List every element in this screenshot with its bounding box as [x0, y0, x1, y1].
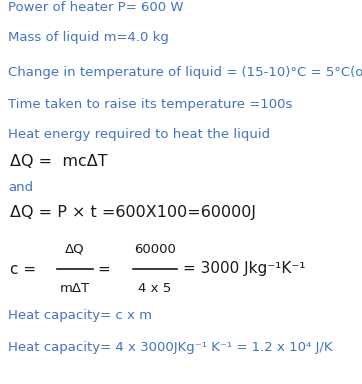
Text: ΔQ = P × t =600X100=60000J: ΔQ = P × t =600X100=60000J — [10, 205, 256, 220]
Text: Heat capacity= c x m: Heat capacity= c x m — [8, 309, 152, 322]
Text: Time taken to raise its temperature =100s: Time taken to raise its temperature =100… — [8, 98, 292, 111]
Text: Mass of liquid m=4.0 kg: Mass of liquid m=4.0 kg — [8, 31, 169, 44]
Text: c =: c = — [10, 262, 41, 276]
Text: =: = — [97, 262, 110, 276]
Text: and: and — [8, 181, 33, 194]
Text: ΔQ =  mcΔT: ΔQ = mcΔT — [10, 154, 108, 169]
Text: mΔT: mΔT — [60, 282, 90, 295]
Text: Heat capacity= 4 x 3000JKg⁻¹ K⁻¹ = 1.2 x 10⁴ J/K: Heat capacity= 4 x 3000JKg⁻¹ K⁻¹ = 1.2 x… — [8, 341, 333, 354]
Text: Change in temperature of liquid = (15-10)°C = 5°C(or 5 K): Change in temperature of liquid = (15-10… — [8, 66, 362, 79]
Text: ΔQ: ΔQ — [65, 243, 85, 256]
Text: Power of heater P= 600 W: Power of heater P= 600 W — [8, 1, 184, 14]
Text: 60000: 60000 — [134, 243, 176, 256]
Text: = 3000 Jkg⁻¹K⁻¹: = 3000 Jkg⁻¹K⁻¹ — [183, 262, 306, 276]
Text: 4 x 5: 4 x 5 — [138, 282, 172, 295]
Text: Heat energy required to heat the liquid: Heat energy required to heat the liquid — [8, 128, 270, 141]
